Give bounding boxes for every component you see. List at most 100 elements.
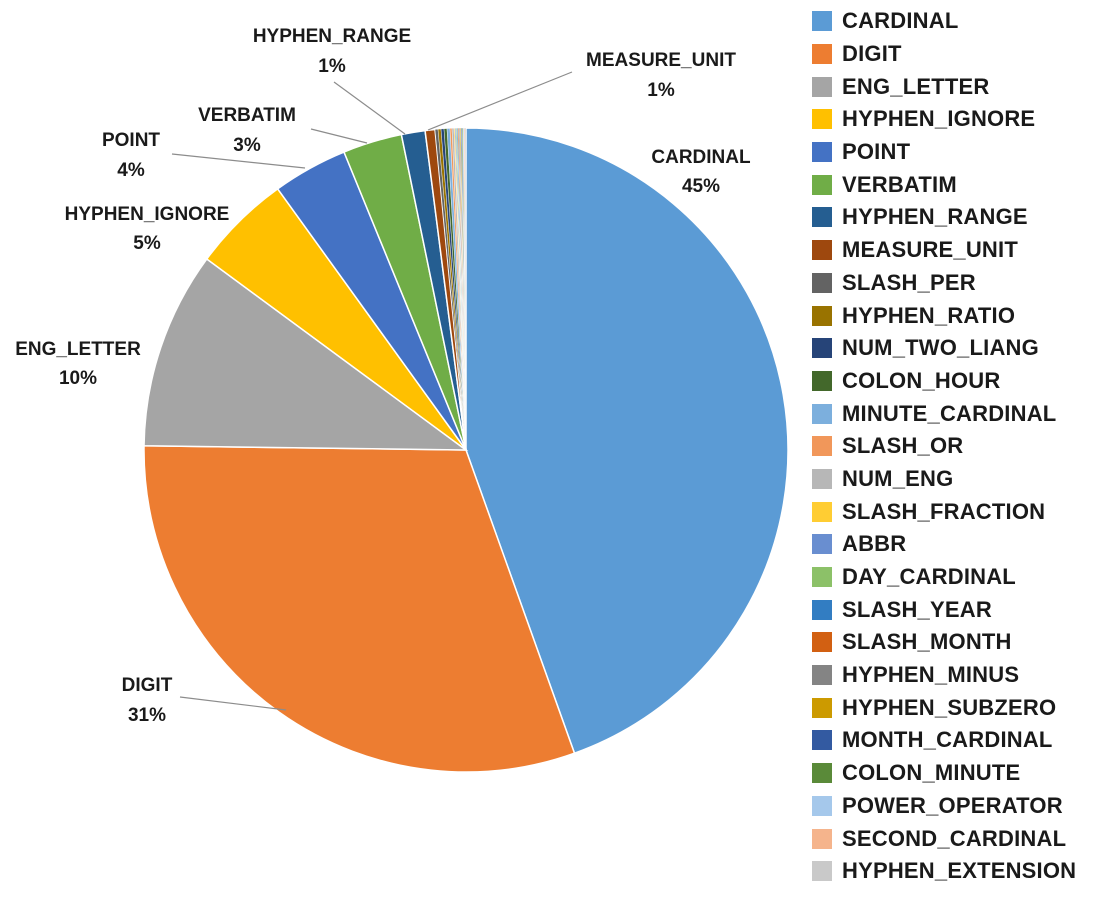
- data-label-value-verbatim: 3%: [233, 135, 261, 156]
- legend-label: ABBR: [842, 531, 907, 557]
- data-label-value-digit: 31%: [128, 705, 166, 726]
- legend-swatch: [812, 567, 832, 588]
- data-label-name-hyphen-ignore: HYPHEN_IGNORE: [65, 204, 230, 225]
- legend-label: HYPHEN_RANGE: [842, 204, 1028, 230]
- legend-label: MONTH_CARDINAL: [842, 727, 1053, 753]
- legend-label: HYPHEN_RATIO: [842, 302, 1016, 328]
- leader-lines: [171, 71, 573, 711]
- legend-item-colon-minute: COLON_MINUTE: [812, 757, 1112, 790]
- data-label-value-hyphen-range: 1%: [318, 56, 346, 77]
- data-label-name-measure-unit: MEASURE_UNIT: [586, 50, 736, 71]
- legend-swatch: [812, 338, 832, 359]
- pie-slice-digit: [143, 444, 576, 773]
- legend-swatch: [812, 44, 832, 65]
- legend-label: DIGIT: [842, 41, 902, 67]
- legend-swatch: [812, 174, 832, 195]
- data-label-value-point: 4%: [117, 160, 145, 181]
- pie-slices: [143, 127, 789, 773]
- legend-item-hyphen-minus: HYPHEN_MINUS: [812, 659, 1112, 692]
- data-label-name-verbatim: VERBATIM: [198, 105, 296, 126]
- legend-label: HYPHEN_IGNORE: [842, 106, 1036, 132]
- legend-swatch: [812, 763, 832, 784]
- pie-slice-eng-letter: [143, 257, 469, 451]
- legend-label: SLASH_PER: [842, 269, 976, 295]
- data-label-value-measure-unit: 1%: [647, 80, 675, 101]
- legend-swatch: [812, 501, 832, 522]
- legend-label: HYPHEN_EXTENSION: [842, 858, 1077, 884]
- legend-label: POWER_OPERATOR: [842, 792, 1063, 818]
- legend-item-hyphen-ignore: HYPHEN_IGNORE: [812, 103, 1112, 136]
- legend-item-slash-year: SLASH_YEAR: [812, 593, 1112, 626]
- legend-swatch: [812, 272, 832, 293]
- data-labels: CARDINAL 45% DIGIT 31% ENG_LETTER 10% HYPHEN_I…: [15, 26, 751, 726]
- data-label-value-cardinal: 45%: [682, 176, 720, 197]
- legend-swatch: [812, 403, 832, 424]
- leader-line-hyphen-range: [333, 81, 406, 135]
- legend-item-day-cardinal: DAY_CARDINAL: [812, 561, 1112, 594]
- legend-label: SLASH_MONTH: [842, 629, 1012, 655]
- legend-swatch: [812, 665, 832, 686]
- legend-label: NUM_TWO_LIANG: [842, 335, 1039, 361]
- legend-swatch: [812, 599, 832, 620]
- legend-label: HYPHEN_MINUS: [842, 662, 1020, 688]
- legend-label: SLASH_OR: [842, 433, 964, 459]
- legend-label: NUM_ENG: [842, 465, 954, 491]
- legend-item-eng-letter: ENG_LETTER: [812, 70, 1112, 103]
- legend-label: DAY_CARDINAL: [842, 564, 1016, 590]
- leader-line-measure-unit: [427, 71, 573, 131]
- legend-label: CARDINAL: [842, 8, 959, 34]
- legend-swatch: [812, 468, 832, 489]
- legend-label: COLON_MINUTE: [842, 760, 1021, 786]
- legend-swatch: [812, 11, 832, 32]
- legend-swatch: [812, 795, 832, 816]
- legend-swatch: [812, 207, 832, 228]
- legend-item-abbr: ABBR: [812, 528, 1112, 561]
- legend-swatch: [812, 828, 832, 849]
- legend-item-hyphen-subzero: HYPHEN_SUBZERO: [812, 691, 1112, 724]
- legend-swatch: [812, 861, 832, 882]
- leader-line-verbatim: [310, 128, 368, 144]
- data-label-value-hyphen-ignore: 5%: [133, 233, 161, 254]
- data-label-name-eng-letter: ENG_LETTER: [15, 339, 141, 360]
- legend-swatch: [812, 142, 832, 163]
- legend-label: COLON_HOUR: [842, 367, 1001, 393]
- legend-swatch: [812, 305, 832, 326]
- legend-item-slash-per: SLASH_PER: [812, 267, 1112, 300]
- legend-swatch: [812, 109, 832, 130]
- legend-item-verbatim: VERBATIM: [812, 168, 1112, 201]
- legend-item-hyphen-extension: HYPHEN_EXTENSION: [812, 855, 1112, 888]
- legend-item-hyphen-ratio: HYPHEN_RATIO: [812, 299, 1112, 332]
- legend-item-measure-unit: MEASURE_UNIT: [812, 234, 1112, 267]
- legend-label: ENG_LETTER: [842, 73, 990, 99]
- legend-swatch: [812, 240, 832, 261]
- legend-item-colon-hour: COLON_HOUR: [812, 365, 1112, 398]
- legend-item-power-operator: POWER_OPERATOR: [812, 790, 1112, 823]
- data-label-name-hyphen-range: HYPHEN_RANGE: [253, 26, 411, 47]
- legend-swatch: [812, 697, 832, 718]
- legend-swatch: [812, 632, 832, 653]
- legend-label: VERBATIM: [842, 171, 957, 197]
- legend-item-num-two-liang: NUM_TWO_LIANG: [812, 332, 1112, 365]
- legend-item-minute-cardinal: MINUTE_CARDINAL: [812, 397, 1112, 430]
- legend-item-slash-or: SLASH_OR: [812, 430, 1112, 463]
- legend-label: SLASH_FRACTION: [842, 498, 1046, 524]
- pie-slice-cardinal: [465, 127, 789, 755]
- legend-label: POINT: [842, 139, 911, 165]
- legend-swatch: [812, 730, 832, 751]
- legend-item-hyphen-range: HYPHEN_RANGE: [812, 201, 1112, 234]
- data-label-value-eng-letter: 10%: [59, 368, 97, 389]
- legend-item-month-cardinal: MONTH_CARDINAL: [812, 724, 1112, 757]
- legend-swatch: [812, 436, 832, 457]
- legend: CARDINAL DIGIT ENG_LETTER HYPHEN_IGNORE POIN…: [812, 5, 1112, 888]
- data-label-name-point: POINT: [102, 130, 160, 151]
- legend-item-cardinal: CARDINAL: [812, 5, 1112, 38]
- legend-label: SLASH_YEAR: [842, 596, 992, 622]
- legend-item-slash-month: SLASH_MONTH: [812, 626, 1112, 659]
- data-label-name-cardinal: CARDINAL: [651, 147, 751, 168]
- legend-label: MEASURE_UNIT: [842, 237, 1018, 263]
- legend-item-second-cardinal: SECOND_CARDINAL: [812, 822, 1112, 855]
- legend-label: SECOND_CARDINAL: [842, 825, 1067, 851]
- leader-line-digit: [179, 696, 287, 711]
- legend-label: MINUTE_CARDINAL: [842, 400, 1057, 426]
